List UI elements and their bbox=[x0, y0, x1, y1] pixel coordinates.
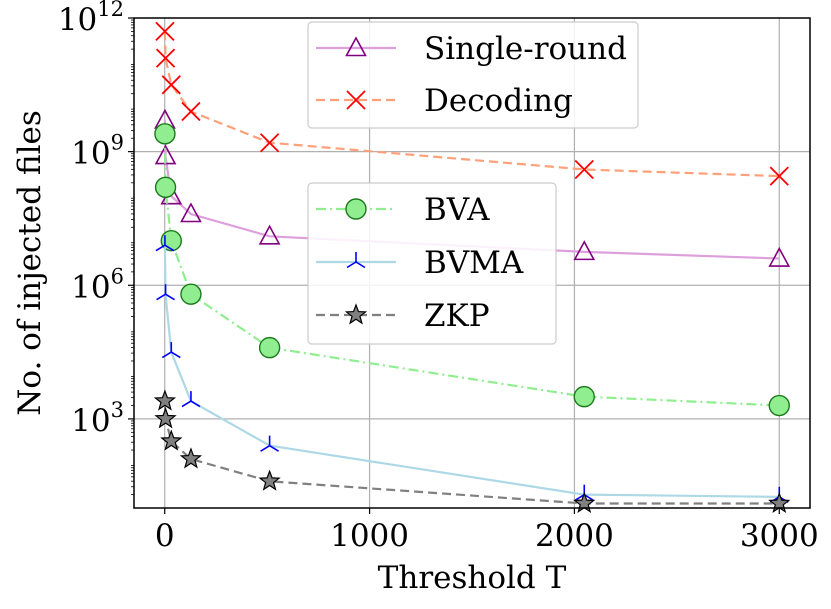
data-point-decoding bbox=[259, 133, 280, 153]
data-point-decoding bbox=[161, 75, 181, 95]
data-point-decoding bbox=[181, 101, 201, 122]
data-point-bvma bbox=[181, 391, 201, 408]
y-axis-label: No. of injected files bbox=[12, 110, 48, 416]
legend-marker-bva bbox=[345, 198, 367, 220]
legend-marker-single-round bbox=[345, 36, 367, 57]
data-point-bva bbox=[768, 394, 790, 417]
y-tick-label: 103 bbox=[71, 398, 124, 439]
series-layer bbox=[153, 21, 791, 514]
data-point-decoding bbox=[155, 21, 175, 42]
data-point-zkp bbox=[258, 469, 281, 491]
legend-box bbox=[307, 182, 557, 345]
data-point-bva bbox=[180, 283, 202, 305]
legend-label-single-round: Single-round bbox=[424, 31, 627, 67]
data-point-single-round bbox=[768, 246, 791, 267]
legend-marker-decoding bbox=[346, 90, 366, 110]
legend-marker-zkp bbox=[344, 303, 368, 325]
data-point-single-round bbox=[180, 202, 202, 223]
plot-frame bbox=[133, 17, 811, 509]
data-point-bvma bbox=[155, 235, 175, 252]
data-point-bva bbox=[154, 123, 176, 145]
data-point-bvma bbox=[156, 284, 175, 301]
legend-1: Single-round Decoding bbox=[307, 21, 639, 129]
y-tick-label: 106 bbox=[71, 264, 124, 305]
series-decoding bbox=[155, 21, 789, 186]
legend-2: BVA BVMA ZKP bbox=[307, 182, 557, 345]
data-point-decoding bbox=[574, 159, 594, 180]
data-point-decoding bbox=[769, 166, 789, 186]
legend-label-zkp: ZKP bbox=[424, 298, 490, 334]
legend-marker-bvma bbox=[346, 252, 366, 269]
legend-label-bva: BVA bbox=[424, 192, 490, 228]
data-point-single-round bbox=[573, 240, 596, 261]
data-point-decoding bbox=[155, 48, 176, 68]
data-point-single-round bbox=[258, 224, 281, 245]
data-point-zkp bbox=[154, 407, 177, 429]
data-point-bvma bbox=[161, 342, 181, 359]
x-tick-label: 2000 bbox=[535, 518, 614, 554]
y-tick-label: 109 bbox=[71, 131, 124, 172]
y-tick-label: 1012 bbox=[58, 0, 124, 38]
legend-label-bvma: BVMA bbox=[424, 245, 524, 281]
x-tick-label: 0 bbox=[155, 518, 175, 554]
x-tick-label: 3000 bbox=[740, 518, 819, 554]
legend-label-decoding: Decoding bbox=[424, 83, 573, 119]
data-point-zkp bbox=[179, 447, 203, 469]
series-line-zkp bbox=[163, 401, 780, 505]
legends: Single-round Decoding BVA BVMA ZKP bbox=[307, 21, 639, 345]
data-point-bva bbox=[154, 176, 177, 198]
data-point-zkp bbox=[573, 491, 596, 514]
data-point-bvma bbox=[260, 435, 280, 452]
data-point-zkp bbox=[160, 429, 183, 451]
x-axis-label: Threshold T bbox=[378, 560, 567, 596]
axis-ticks: 0 1000 2000 3000 103 106 109 1012 bbox=[58, 0, 819, 554]
series-bva bbox=[154, 123, 790, 417]
data-point-bva bbox=[573, 385, 595, 408]
data-point-bva bbox=[258, 336, 281, 359]
data-point-zkp bbox=[153, 389, 177, 411]
series-zkp bbox=[153, 389, 791, 514]
x-tick-label: 1000 bbox=[330, 518, 409, 554]
